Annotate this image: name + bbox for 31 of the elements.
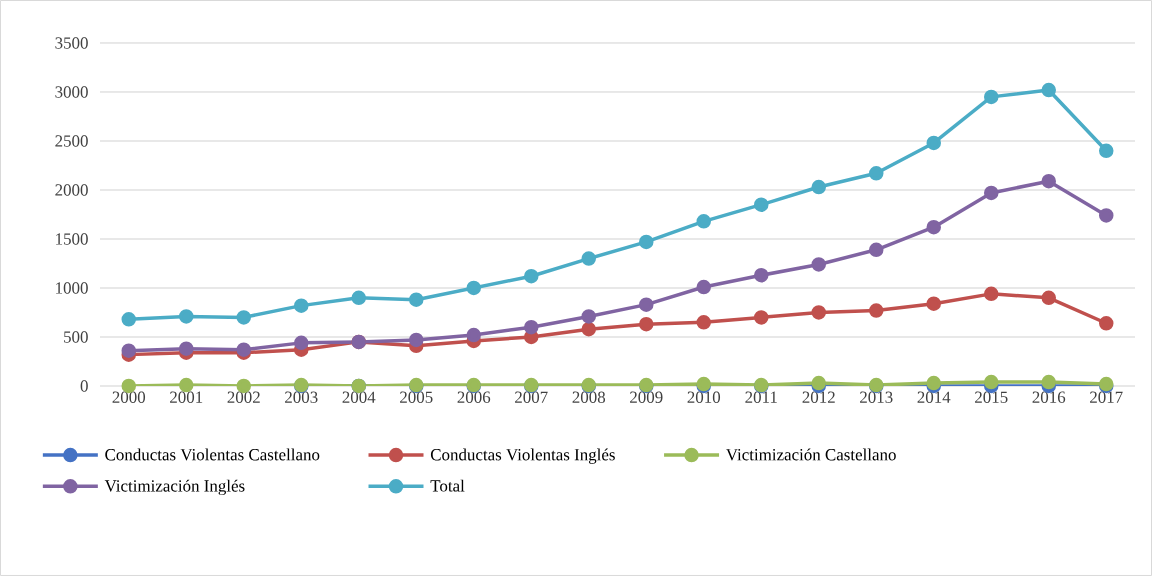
x-tick-label: 2004 <box>342 391 376 403</box>
x-tick-label: 2017 <box>1090 391 1123 403</box>
legend-label: Conductas Violentas Inglés <box>430 448 615 464</box>
x-tick-label: 2008 <box>572 391 606 403</box>
y-tick-label: 3000 <box>55 86 88 98</box>
x-tick-label: 2005 <box>400 391 433 403</box>
x-tick-label: 2003 <box>285 391 318 403</box>
y-tick-label: 500 <box>64 331 88 343</box>
y-tick-label: 0 <box>80 380 88 392</box>
x-tick-label: 2000 <box>112 391 146 403</box>
y-tick-label: 1000 <box>56 282 88 294</box>
legend-label: Total <box>430 479 465 492</box>
x-tick-label: 2010 <box>687 391 721 403</box>
y-tick-label: 2000 <box>55 184 88 196</box>
x-tick-label: 2015 <box>975 391 1008 403</box>
x-tick-label: 2013 <box>860 391 893 403</box>
x-tick-label: 2011 <box>745 391 777 403</box>
x-tick-label: 2002 <box>227 391 260 403</box>
x-tick-label: 2012 <box>802 391 835 403</box>
x-tick-label: 2006 <box>457 391 491 403</box>
legend-label: Victimización Inglés <box>104 479 245 496</box>
y-tick-label: 2500 <box>55 135 88 147</box>
x-tick-label: 2007 <box>515 391 548 403</box>
x-tick-label: 2016 <box>1032 391 1066 403</box>
x-tick-label: 2014 <box>917 391 951 403</box>
legend-label: Victimización Castellano <box>725 448 896 461</box>
x-tick-label: 2001 <box>170 391 203 403</box>
legend-label: Conductas Violentas Castellano <box>105 448 320 461</box>
y-tick-label: 3500 <box>55 37 88 49</box>
y-tick-label: 1500 <box>56 233 88 245</box>
x-tick-label: 2009 <box>630 391 663 403</box>
